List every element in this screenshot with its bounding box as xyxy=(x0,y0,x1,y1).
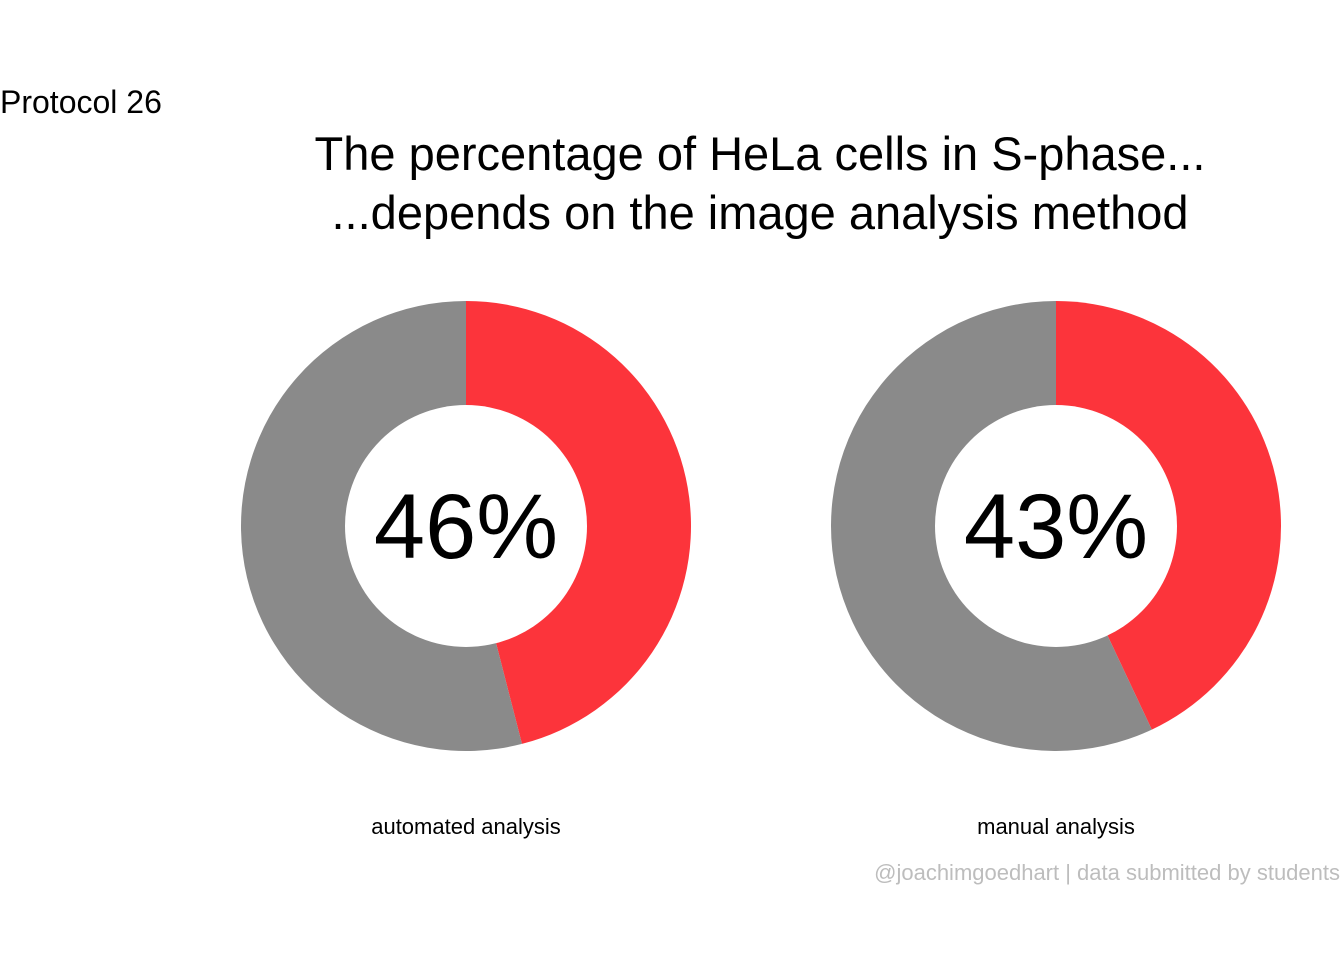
protocol-label: Protocol 26 xyxy=(0,84,162,120)
donut-hole xyxy=(345,405,587,647)
donut-label: automated analysis xyxy=(371,814,561,839)
donut-hole xyxy=(935,405,1177,647)
chart-title-line-2: ...depends on the image analysis method xyxy=(331,186,1189,239)
credit-caption: @joachimgoedhart | data submitted by stu… xyxy=(874,860,1340,885)
donut-center-value: 43% xyxy=(964,476,1148,578)
donut-center-value: 46% xyxy=(374,476,558,578)
donut-chart-1: 46% automated analysis xyxy=(240,301,691,839)
donut-label: manual analysis xyxy=(977,814,1135,839)
chart-title-line-1: The percentage of HeLa cells in S-phase.… xyxy=(314,127,1206,180)
donut-chart-2: 43% manual analysis xyxy=(830,301,1281,839)
